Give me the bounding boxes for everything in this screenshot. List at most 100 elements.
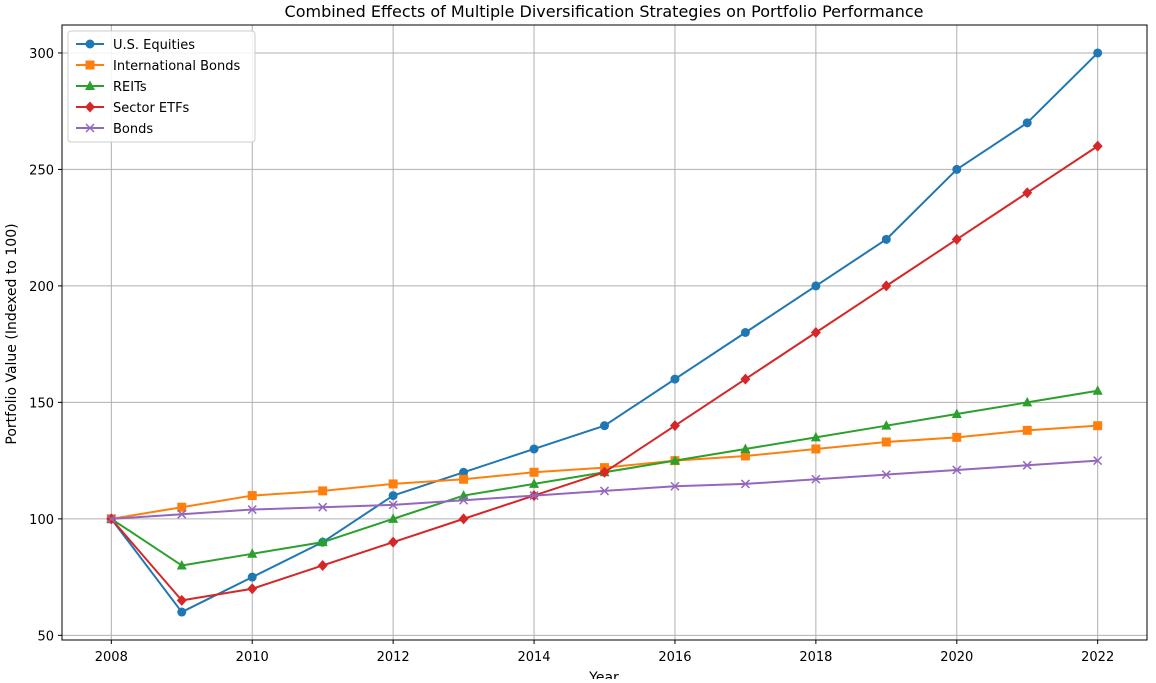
x-tick-label: 2018: [799, 650, 832, 665]
data-point: [810, 327, 821, 338]
x-tick-label: 2014: [517, 650, 550, 665]
legend-marker: [85, 123, 95, 133]
data-point: [317, 559, 328, 571]
data-point: [388, 513, 399, 523]
series-line: [110, 389, 1098, 567]
x-tick-label: 2010: [236, 650, 269, 665]
data-point: [388, 536, 399, 548]
legend-marker: [85, 39, 95, 49]
legend-label: REITs: [113, 80, 147, 95]
data-point: [1022, 187, 1033, 199]
data-point: [529, 478, 540, 488]
data-point: [881, 437, 891, 447]
data-point: [458, 513, 469, 525]
y-tick-label: 150: [29, 396, 54, 411]
data-point: [106, 514, 116, 524]
data-point: [529, 467, 539, 477]
data-point: [388, 500, 398, 510]
data-point: [599, 486, 610, 496]
data-point: [811, 474, 821, 484]
data-point: [247, 491, 257, 501]
x-axis-label: Year: [588, 670, 619, 679]
data-point: [951, 233, 962, 245]
data-point: [881, 470, 891, 480]
data-point: [670, 481, 680, 491]
data-point: [318, 486, 328, 496]
data-point: [1093, 48, 1103, 58]
data-point: [952, 432, 962, 442]
data-point: [247, 572, 257, 582]
data-point: [1022, 460, 1032, 470]
axis-ticks: 2008 2010 2012 2014 2016 2018 2020 2022 50 100 150…: [29, 47, 1114, 665]
data-point: [176, 594, 187, 606]
data-point: [740, 328, 750, 337]
series-u-s-equities: [106, 48, 1103, 617]
data-point: [388, 479, 398, 489]
data-point: [740, 451, 750, 461]
legend-label: U.S. Equities: [113, 38, 195, 53]
data-point: [459, 495, 469, 505]
data-point: [952, 465, 962, 475]
data-point: [247, 548, 258, 558]
x-tick-label: 2022: [1081, 650, 1114, 665]
data-point: [318, 502, 328, 512]
series-sector-etfs: [106, 140, 1103, 606]
data-point: [1022, 118, 1032, 128]
y-axis-label: Portfolio Value (Indexed to 100): [4, 223, 20, 444]
data-point: [811, 444, 821, 454]
legend-item: U.S. Equities: [76, 38, 195, 53]
data-point: [176, 559, 187, 570]
legend-label: Bonds: [113, 122, 153, 137]
data-point: [529, 444, 539, 454]
chart-title: Combined Effects of Multiple Diversifica…: [285, 2, 924, 21]
series-line: [110, 52, 1099, 614]
legend-item: Sector ETFs: [76, 101, 190, 116]
data-point: [669, 455, 680, 465]
data-point: [1093, 456, 1103, 466]
data-point: [177, 509, 187, 519]
data-point: [1092, 385, 1103, 395]
data-point: [317, 536, 328, 547]
data-point: [177, 607, 187, 617]
data-point: [247, 583, 258, 595]
legend-item: International Bonds: [76, 59, 240, 74]
legend-marker: [85, 80, 95, 90]
legend-label: International Bonds: [113, 59, 240, 74]
data-point: [952, 164, 962, 174]
data-point: [1093, 421, 1103, 431]
data-point: [670, 374, 680, 384]
y-tick-label: 100: [29, 513, 54, 528]
x-tick-label: 2012: [377, 650, 410, 665]
data-point: [600, 421, 609, 431]
data-point: [459, 467, 469, 477]
data-point: [740, 373, 751, 385]
data-point: [881, 234, 891, 244]
data-point: [740, 443, 751, 453]
series-bonds: [106, 456, 1103, 524]
plot-frame: [61, 24, 1148, 641]
data-point: [247, 505, 257, 515]
data-point: [1022, 396, 1033, 407]
data-point: [881, 420, 892, 430]
data-point: [881, 280, 892, 292]
data-point: [388, 491, 398, 501]
x-tick-label: 2016: [658, 650, 691, 665]
y-tick-label: 200: [29, 280, 54, 295]
x-tick-label: 2008: [95, 650, 128, 665]
data-point: [459, 474, 469, 484]
data-point: [1092, 140, 1103, 152]
legend-item: REITs: [76, 80, 147, 95]
y-tick-label: 250: [29, 163, 54, 178]
legend: U.S. Equities International Bonds REITs Sec…: [67, 30, 256, 143]
legend-box: [67, 30, 256, 143]
data-point: [810, 431, 821, 442]
data-series: [106, 48, 1103, 617]
data-point: [951, 408, 962, 419]
y-tick-label: 300: [29, 47, 54, 62]
series-line: [110, 145, 1099, 602]
y-tick-label: 50: [37, 629, 54, 644]
data-point: [811, 281, 821, 291]
data-point: [529, 491, 539, 501]
